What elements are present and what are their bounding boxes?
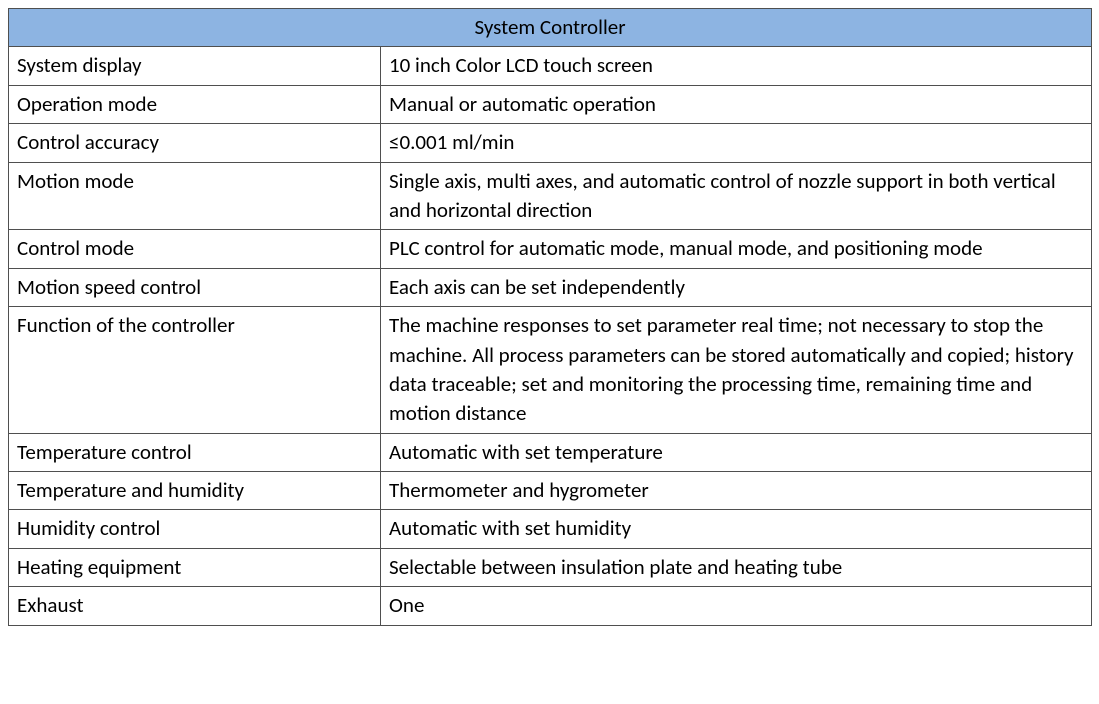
spec-value: 10 inch Color LCD touch screen: [381, 47, 1092, 85]
table-row: Motion speed control Each axis can be se…: [9, 268, 1092, 306]
spec-value: Automatic with set humidity: [381, 510, 1092, 548]
table-row: Exhaust One: [9, 587, 1092, 625]
spec-value: ≤0.001 ml/min: [381, 124, 1092, 162]
spec-label: Function of the controller: [9, 307, 381, 434]
spec-value: One: [381, 587, 1092, 625]
spec-value: Automatic with set temperature: [381, 433, 1092, 471]
spec-table: System Controller System display 10 inch…: [8, 8, 1092, 626]
spec-value: Single axis, multi axes, and automatic c…: [381, 162, 1092, 230]
spec-label: Motion mode: [9, 162, 381, 230]
table-body: System display 10 inch Color LCD touch s…: [9, 47, 1092, 625]
spec-value: PLC control for automatic mode, manual m…: [381, 230, 1092, 268]
spec-label: Temperature and humidity: [9, 472, 381, 510]
table-row: Control mode PLC control for automatic m…: [9, 230, 1092, 268]
table-row: System display 10 inch Color LCD touch s…: [9, 47, 1092, 85]
spec-value: Thermometer and hygrometer: [381, 472, 1092, 510]
spec-value: Each axis can be set independently: [381, 268, 1092, 306]
spec-label: Operation mode: [9, 85, 381, 123]
table-row: Temperature control Automatic with set t…: [9, 433, 1092, 471]
table-header-row: System Controller: [9, 9, 1092, 47]
table-row: Control accuracy ≤0.001 ml/min: [9, 124, 1092, 162]
table-row: Humidity control Automatic with set humi…: [9, 510, 1092, 548]
spec-value: Selectable between insulation plate and …: [381, 548, 1092, 586]
spec-label: Motion speed control: [9, 268, 381, 306]
spec-label: System display: [9, 47, 381, 85]
spec-value: The machine responses to set parameter r…: [381, 307, 1092, 434]
spec-label: Exhaust: [9, 587, 381, 625]
table-row: Heating equipment Selectable between ins…: [9, 548, 1092, 586]
table-row: Temperature and humidity Thermometer and…: [9, 472, 1092, 510]
spec-label: Control accuracy: [9, 124, 381, 162]
spec-label: Humidity control: [9, 510, 381, 548]
table-row: Operation mode Manual or automatic opera…: [9, 85, 1092, 123]
table-row: Motion mode Single axis, multi axes, and…: [9, 162, 1092, 230]
spec-label: Control mode: [9, 230, 381, 268]
spec-value: Manual or automatic operation: [381, 85, 1092, 123]
table-title: System Controller: [9, 9, 1092, 47]
spec-label: Temperature control: [9, 433, 381, 471]
table-row: Function of the controller The machine r…: [9, 307, 1092, 434]
spec-label: Heating equipment: [9, 548, 381, 586]
